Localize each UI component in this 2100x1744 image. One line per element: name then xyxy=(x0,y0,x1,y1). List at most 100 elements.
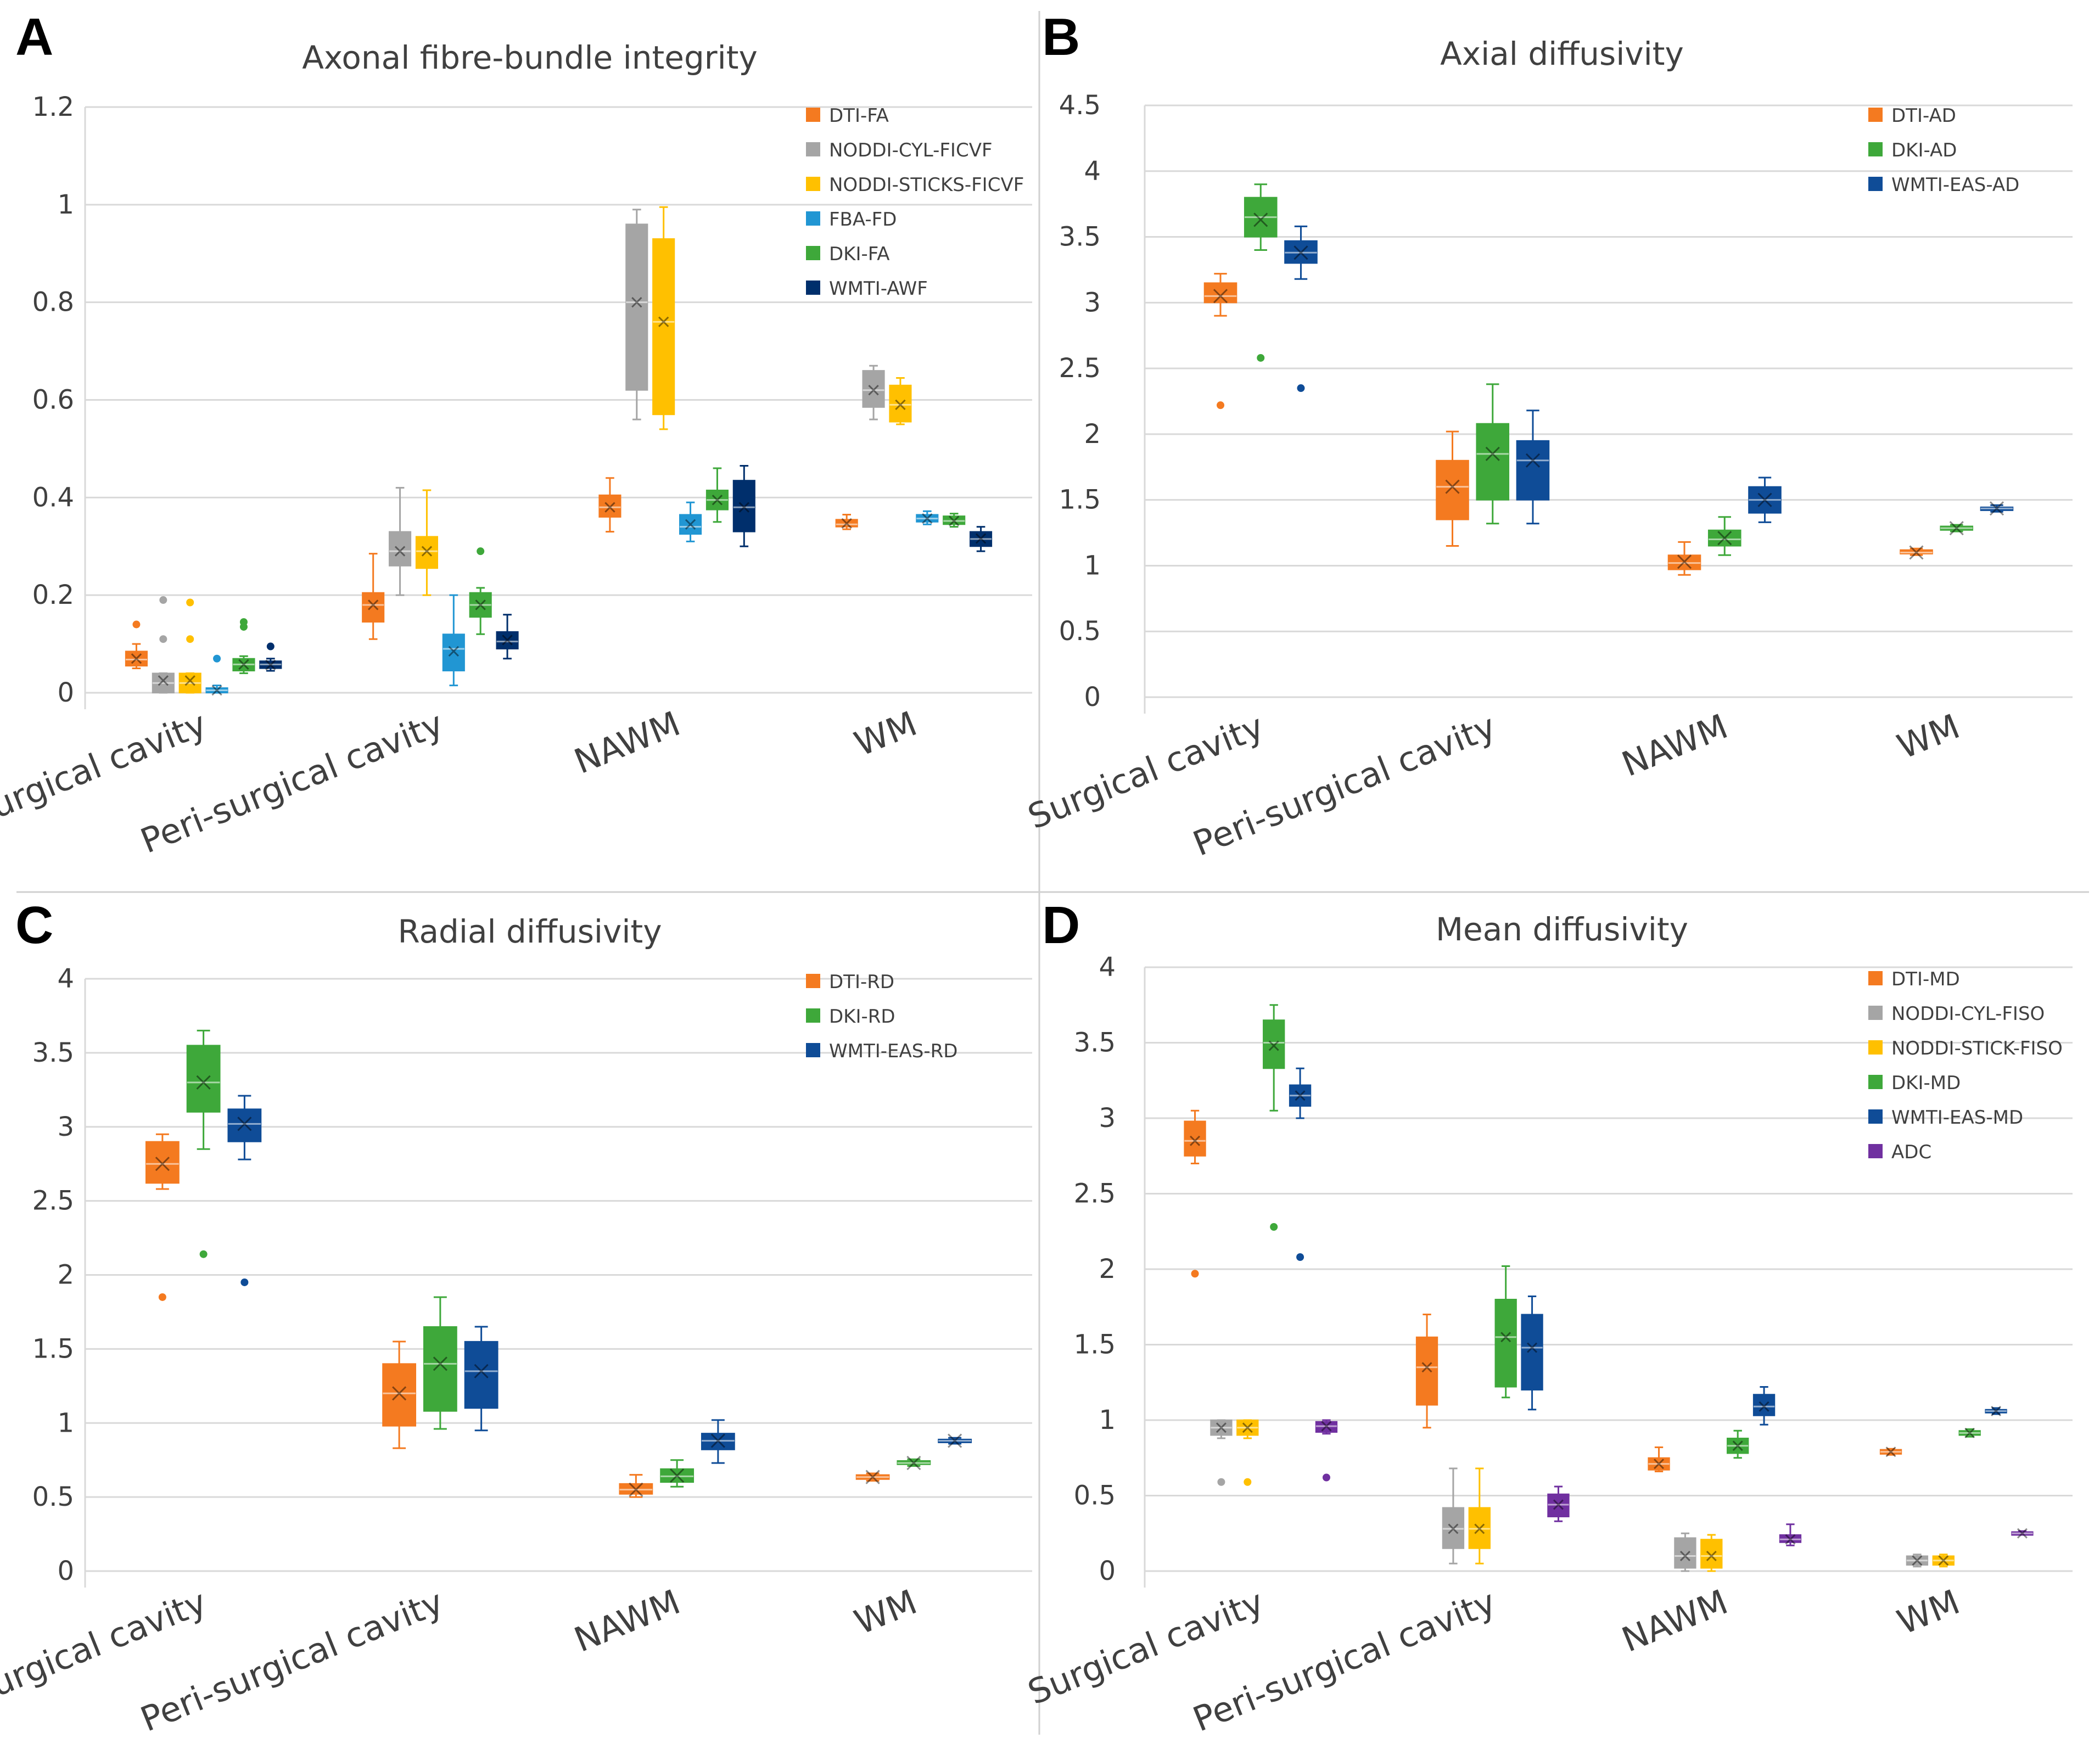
mean-marker xyxy=(629,1482,643,1497)
mean-marker xyxy=(1964,1427,1975,1438)
box-noddi-stick-fiso-peri-surgical-cavity xyxy=(1468,1467,1491,1564)
box-wmti-eas-rd-nawm xyxy=(701,1419,735,1464)
mean-marker xyxy=(948,1433,962,1448)
y-tick-label: 3 xyxy=(1084,287,1101,318)
mean-marker xyxy=(1912,1555,1923,1566)
outlier-point xyxy=(158,1293,166,1301)
mean-marker xyxy=(1717,531,1732,546)
box-noddi-cyl-ficvf-wm xyxy=(862,364,885,420)
box-iqr xyxy=(415,536,438,569)
box-iqr xyxy=(1707,529,1741,547)
mean-marker xyxy=(865,1470,880,1484)
mean-marker xyxy=(868,385,879,396)
legend-label: WMTI-EAS-AD xyxy=(1891,174,2019,196)
y-tick-label: 0 xyxy=(1084,682,1101,713)
mean-marker xyxy=(1293,245,1308,260)
legend-swatch xyxy=(1868,1006,1883,1020)
box-iqr xyxy=(362,592,385,623)
panel-letter: B xyxy=(1042,8,1080,66)
box-iqr xyxy=(1700,1539,1723,1569)
box-dki-ad-peri-surgical-cavity xyxy=(1476,383,1510,525)
box-iqr xyxy=(1263,1019,1285,1069)
legend-swatch xyxy=(806,142,820,156)
box-iqr xyxy=(1752,1394,1776,1416)
mean-marker xyxy=(1785,1534,1796,1545)
box-fba-fd-peri-surgical-cavity xyxy=(442,594,465,687)
mean-marker xyxy=(1527,1342,1538,1353)
y-tick-label: 1.5 xyxy=(1059,485,1101,515)
y-tick-label: 0.4 xyxy=(32,482,74,513)
outlier-point xyxy=(477,547,485,556)
mean-marker xyxy=(474,1364,489,1378)
outlier-point xyxy=(1257,354,1265,362)
y-tick-label: 3.5 xyxy=(1074,1028,1116,1058)
mean-marker xyxy=(1445,479,1460,494)
y-tick-label: 0.2 xyxy=(32,580,74,610)
box-dti-ad-wm xyxy=(1900,545,1933,560)
box-iqr xyxy=(732,480,755,532)
box-wmti-eas-rd-peri-surgical-cavity xyxy=(464,1326,499,1432)
series-dki-ad xyxy=(1244,183,1974,556)
box-noddi-cyl-ficvf-surgical-cavity xyxy=(152,596,175,694)
legend-swatch xyxy=(806,974,820,988)
legend-label: WMTI-AWF xyxy=(829,278,928,300)
legend-label: DTI-RD xyxy=(829,971,894,993)
box-iqr xyxy=(1203,282,1237,304)
y-tick-label: 0.5 xyxy=(1074,1481,1116,1511)
outlier-point xyxy=(132,620,141,629)
mean-marker xyxy=(631,297,642,308)
y-tick-label: 2.5 xyxy=(1059,353,1101,384)
box-dti-rd-surgical-cavity xyxy=(145,1133,180,1301)
mean-marker xyxy=(1216,1422,1227,1433)
y-tick-label: 2.5 xyxy=(32,1186,74,1216)
panel-letter: C xyxy=(15,896,53,955)
legend-swatch xyxy=(1868,1040,1883,1055)
legend-swatch xyxy=(1868,1144,1883,1158)
y-tick-label: 4 xyxy=(1099,952,1116,983)
mean-marker xyxy=(1485,446,1500,461)
mean-marker xyxy=(1938,1555,1949,1566)
outlier-point xyxy=(1297,384,1305,392)
box-dti-md-peri-surgical-cavity xyxy=(1415,1314,1438,1429)
y-tick-label: 3.5 xyxy=(32,1038,74,1068)
outlier-point xyxy=(199,1250,208,1258)
outlier-point xyxy=(1322,1473,1330,1482)
legend-label: NODDI-CYL-FISO xyxy=(1891,1003,2045,1025)
box-iqr xyxy=(1184,1120,1206,1157)
box-noddi-cyl-fiso-nawm xyxy=(1674,1532,1696,1572)
mean-marker xyxy=(670,1468,685,1483)
box-noddi-cyl-ficvf-nawm xyxy=(625,209,648,420)
box-iqr xyxy=(1516,440,1550,501)
series-noddi-sticks-ficvf xyxy=(178,206,912,694)
box-noddi-cyl-fiso-peri-surgical-cavity xyxy=(1442,1467,1465,1564)
y-tick-label: 1 xyxy=(57,189,74,220)
mean-marker xyxy=(502,635,513,646)
legend-label: DTI-MD xyxy=(1891,968,1960,990)
box-dki-fa-wm xyxy=(943,513,966,528)
box-dki-fa-peri-surgical-cavity xyxy=(469,547,492,635)
y-tick-label: 2 xyxy=(1084,419,1101,450)
legend: DTI-RD DKI-RD WMTI-EAS-RD xyxy=(806,971,957,1062)
chart-title: Mean diffusivity xyxy=(1436,911,1688,948)
box-iqr xyxy=(598,494,621,518)
box-wmti-eas-rd-surgical-cavity xyxy=(227,1095,262,1286)
mean-marker xyxy=(1295,1090,1306,1101)
box-iqr xyxy=(1674,1537,1696,1569)
box-adc-peri-surgical-cavity xyxy=(1547,1485,1570,1522)
outlier-point xyxy=(1191,1270,1199,1278)
y-tick-label: 4.5 xyxy=(1059,90,1101,121)
box-noddi-sticks-ficvf-surgical-cavity xyxy=(178,598,201,694)
y-tick-label: 0 xyxy=(57,677,74,708)
legend-swatch xyxy=(1868,1109,1883,1124)
box-iqr xyxy=(186,1045,221,1113)
mean-marker xyxy=(1732,1440,1743,1451)
y-tick-label: 1 xyxy=(1099,1405,1116,1435)
mean-marker xyxy=(158,675,169,686)
box-iqr xyxy=(382,1363,417,1427)
chart-title: Axonal fibre-bundle integrity xyxy=(302,39,758,76)
mean-marker xyxy=(1421,1362,1432,1373)
series-fba-fd xyxy=(205,501,939,696)
mean-marker xyxy=(712,495,723,506)
legend: DTI-AD DKI-AD WMTI-EAS-AD xyxy=(1868,105,2019,196)
